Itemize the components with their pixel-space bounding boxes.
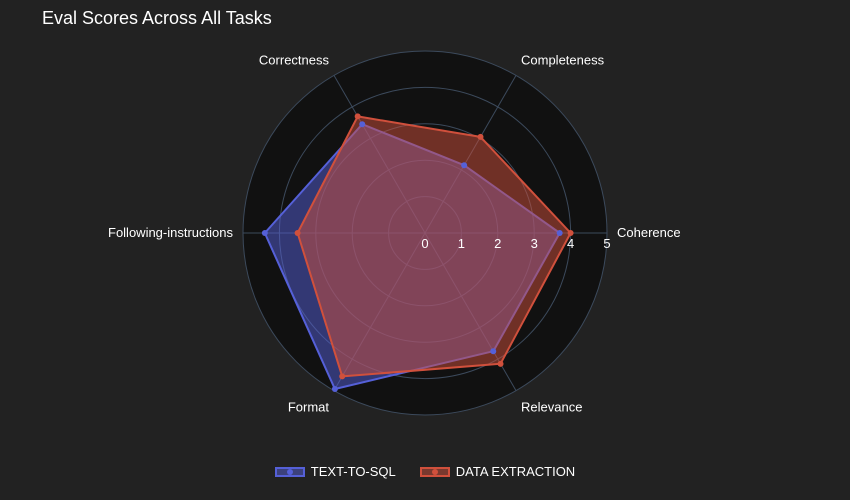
chart-title: Eval Scores Across All Tasks <box>42 8 272 28</box>
radial-tick-label-4: 4 <box>567 236 574 251</box>
axis-label-1: Coherence <box>617 225 681 240</box>
axis-label-3: Correctness <box>259 53 330 68</box>
radial-tick-label-1: 1 <box>458 236 465 251</box>
angular-axis-labels: Coherence Completeness Correctness Followin… <box>108 53 681 415</box>
axis-label-5: Format <box>288 399 330 414</box>
data-point-1-6 <box>490 348 497 355</box>
legend-item-2[interactable]: DATA EXTRACTION <box>419 464 576 479</box>
series-layer <box>261 113 574 393</box>
legend: TEXT-TO-SQL DATA EXTRACTION <box>0 464 850 479</box>
data-point-1-5 <box>331 386 338 393</box>
data-point-1-3 <box>359 121 366 128</box>
data-point-2-3 <box>354 113 361 120</box>
legend-label-2: DATA EXTRACTION <box>455 464 576 479</box>
legend-item-1[interactable]: TEXT-TO-SQL <box>274 464 396 479</box>
legend-swatch-marker <box>431 468 438 475</box>
legend-swatch-1 <box>274 466 305 477</box>
legend-swatch-2 <box>419 466 450 477</box>
data-point-2-4 <box>294 230 301 236</box>
radial-tick-label-5: 5 <box>603 236 610 251</box>
legend-swatch-marker <box>286 468 293 475</box>
data-point-2-5 <box>339 373 346 380</box>
data-point-2-6 <box>497 360 504 367</box>
data-point-2-2 <box>477 133 484 140</box>
legend-label-1: TEXT-TO-SQL <box>310 464 396 479</box>
radial-tick-label-0: 0 <box>421 236 428 251</box>
axis-label-4: Following-instructions <box>108 225 233 240</box>
data-point-1-4 <box>261 230 268 236</box>
data-point-1-2 <box>461 162 468 169</box>
axis-label-6: Relevance <box>521 399 582 414</box>
radial-tick-label-2: 2 <box>494 236 501 251</box>
data-point-2-1 <box>567 230 574 236</box>
radial-axis-labels: 0 1 2 3 4 5 <box>421 236 610 251</box>
axis-label-2: Completeness <box>521 53 605 68</box>
radial-tick-label-3: 3 <box>531 236 538 251</box>
data-point-1-1 <box>556 230 563 236</box>
